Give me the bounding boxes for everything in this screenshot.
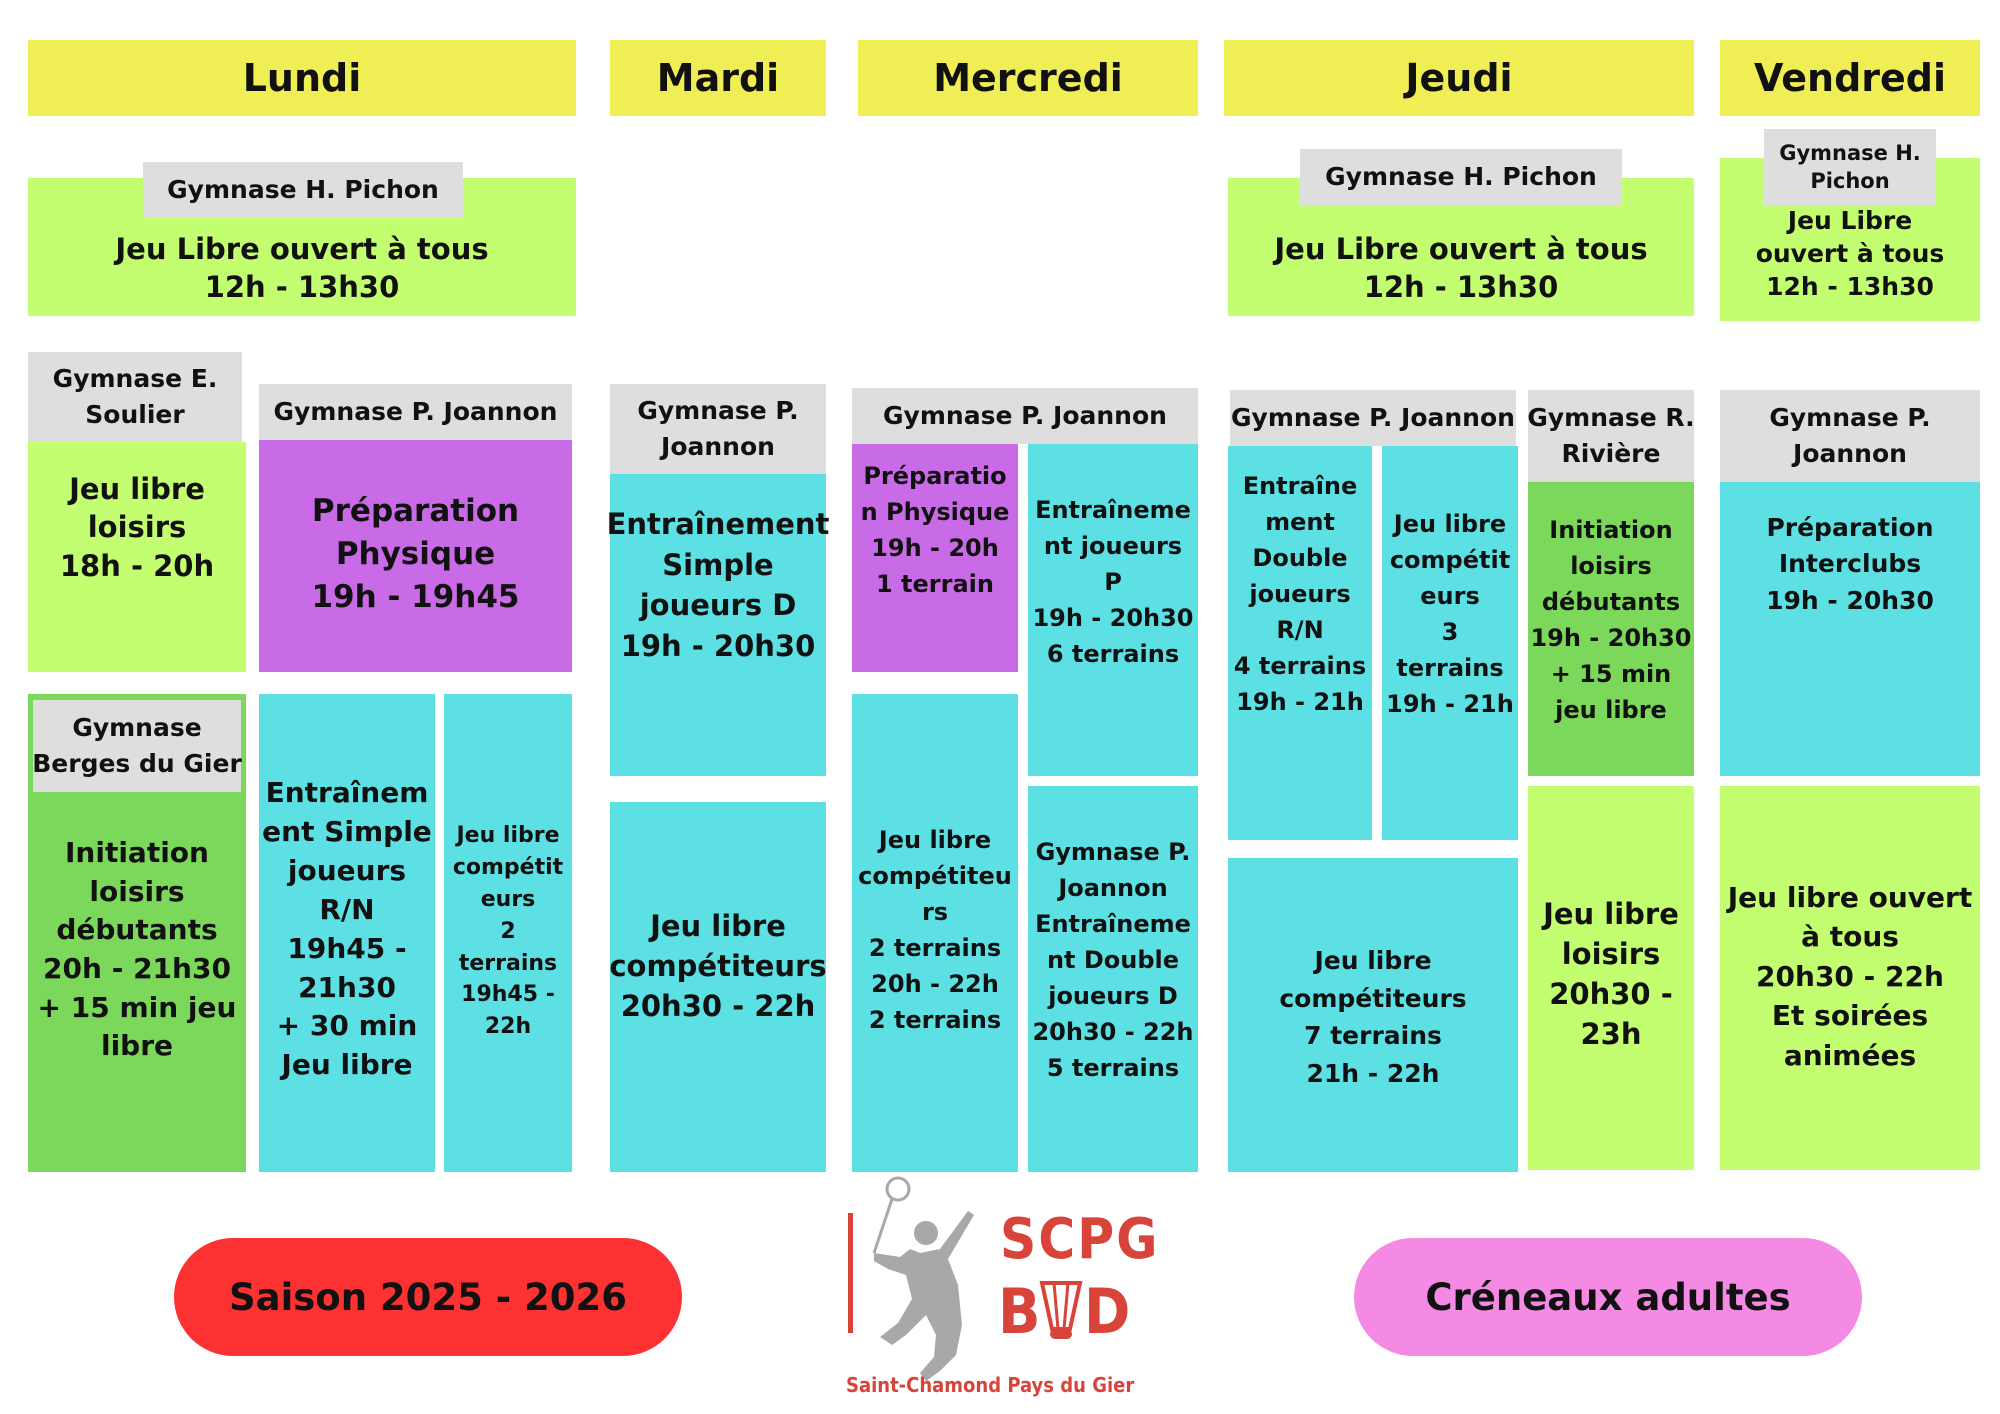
slot-vendredi-interclubs: Préparation Interclubs 19h - 20h30	[1720, 482, 1980, 776]
gym-label-vendredi: Gymnase P. Joannon	[1720, 390, 1980, 482]
gym-label-vendredi-noon: Gymnase H. Pichon	[1764, 129, 1936, 205]
slot-jeudi-riviere: Initiation loisirs débutants 19h - 20h30…	[1528, 482, 1694, 776]
slot-jeudi-double-rn: Entraîne ment Double joueurs R/N 4 terra…	[1228, 446, 1372, 840]
gym-label-soulier: Gymnase E. Soulier	[28, 352, 242, 442]
day-header-mercredi: Mercredi	[858, 40, 1198, 116]
creneaux-adultes-badge: Créneaux adultes	[1354, 1238, 1862, 1356]
slot-lundi-soulier: Jeu libre loisirs 18h - 20h	[28, 442, 246, 672]
club-logo: SCPG B D Saint-Chamond Pays du Gier	[840, 1175, 1158, 1405]
gym-label-berges: Gymnase Berges du Gier	[32, 700, 242, 792]
slot-jeudi-competiteurs-3: Jeu libre compétit eurs 3 terrains 19h -…	[1382, 446, 1518, 840]
gym-label-mardi: Gymnase P. Joannon	[610, 384, 826, 474]
slot-lundi-simple-rn: Entraînem ent Simple joueurs R/N 19h45 -…	[259, 694, 435, 1172]
slot-mercredi-joueurs-p: Entraîneme nt joueurs P 19h - 20h30 6 te…	[1028, 444, 1198, 776]
slot-lundi-prep-physique: Préparation Physique 19h - 19h45	[259, 440, 572, 672]
day-header-mardi: Mardi	[610, 40, 826, 116]
logo-caption: Saint-Chamond Pays du Gier	[846, 1373, 1135, 1397]
logo-scpg: SCPG	[1000, 1207, 1160, 1272]
gym-label-lundi-joannon: Gymnase P. Joannon	[259, 384, 572, 440]
day-header-vendredi: Vendredi	[1720, 40, 1980, 116]
logo-d: D	[1084, 1275, 1131, 1348]
slot-mercredi-double-d: Gymnase P. Joannon Entraîneme nt Double …	[1028, 786, 1198, 1172]
season-badge: Saison 2025 - 2026	[174, 1238, 682, 1356]
slot-mercredi-prep: Préparatio n Physique 19h - 20h 1 terrai…	[852, 444, 1018, 672]
gym-label-lundi-noon: Gymnase H. Pichon	[143, 162, 463, 218]
badminton-player-icon	[848, 1176, 974, 1381]
slot-mardi-competiteurs: Jeu libre compétiteurs 20h30 - 22h	[609, 802, 827, 1172]
slot-mardi-simple-d: Entraînement Simple joueurs D 19h - 20h3…	[607, 474, 829, 776]
gym-label-jeudi-noon: Gymnase H. Pichon	[1300, 149, 1622, 205]
slot-lundi-competiteurs: Jeu libre compétit eurs 2 terrains 19h45…	[444, 694, 572, 1172]
shuttlecock-icon	[1039, 1281, 1083, 1339]
gym-label-mercredi: Gymnase P. Joannon	[852, 388, 1198, 444]
logo-b: B	[998, 1275, 1041, 1348]
slot-vendredi-ouvert: Jeu libre ouvert à tous 20h30 - 22h Et s…	[1720, 786, 1980, 1170]
slot-mercredi-competiteurs: Jeu libre compétiteu rs 2 terrains 20h -…	[852, 694, 1018, 1172]
slot-jeudi-competiteurs-7: Jeu libre compétiteurs 7 terrains 21h - …	[1228, 858, 1518, 1172]
gym-label-riviere: Gymnase R. Rivière	[1527, 390, 1695, 482]
day-header-lundi: Lundi	[28, 40, 576, 116]
slot-jeudi-loisirs: Jeu libre loisirs 20h30 - 23h	[1528, 786, 1694, 1170]
gym-label-jeudi-joannon: Gymnase P. Joannon	[1230, 390, 1516, 446]
day-header-jeudi: Jeudi	[1224, 40, 1694, 116]
